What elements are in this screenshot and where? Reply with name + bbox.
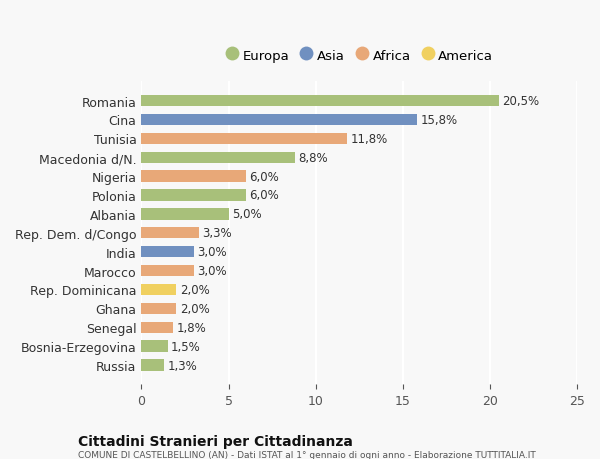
Text: 3,0%: 3,0% (197, 246, 227, 258)
Text: 1,8%: 1,8% (176, 321, 206, 334)
Text: COMUNE DI CASTELBELLINO (AN) - Dati ISTAT al 1° gennaio di ogni anno - Elaborazi: COMUNE DI CASTELBELLINO (AN) - Dati ISTA… (78, 450, 536, 459)
Bar (142, 265, 194, 277)
Bar (142, 246, 194, 258)
Bar (142, 209, 229, 220)
Bar (142, 341, 167, 352)
Legend: Europa, Asia, Africa, America: Europa, Asia, Africa, America (225, 49, 493, 62)
Text: 1,3%: 1,3% (167, 359, 197, 372)
Text: 11,8%: 11,8% (350, 133, 388, 146)
Text: 6,0%: 6,0% (250, 170, 279, 183)
Bar (142, 133, 347, 145)
Text: 3,0%: 3,0% (197, 264, 227, 277)
Text: Cittadini Stranieri per Cittadinanza: Cittadini Stranieri per Cittadinanza (78, 434, 353, 448)
Text: 15,8%: 15,8% (420, 114, 457, 127)
Bar (142, 95, 499, 107)
Bar (142, 171, 246, 182)
Text: 8,8%: 8,8% (298, 151, 328, 164)
Text: 20,5%: 20,5% (502, 95, 539, 108)
Text: 2,0%: 2,0% (180, 283, 209, 297)
Text: 6,0%: 6,0% (250, 189, 279, 202)
Bar (142, 228, 199, 239)
Bar (142, 190, 246, 201)
Text: 5,0%: 5,0% (232, 208, 262, 221)
Text: 2,0%: 2,0% (180, 302, 209, 315)
Bar (142, 322, 173, 333)
Text: 1,5%: 1,5% (171, 340, 201, 353)
Bar (142, 152, 295, 163)
Bar (142, 359, 164, 371)
Bar (142, 303, 176, 314)
Bar (142, 114, 417, 126)
Bar (142, 284, 176, 296)
Text: 3,3%: 3,3% (202, 227, 232, 240)
